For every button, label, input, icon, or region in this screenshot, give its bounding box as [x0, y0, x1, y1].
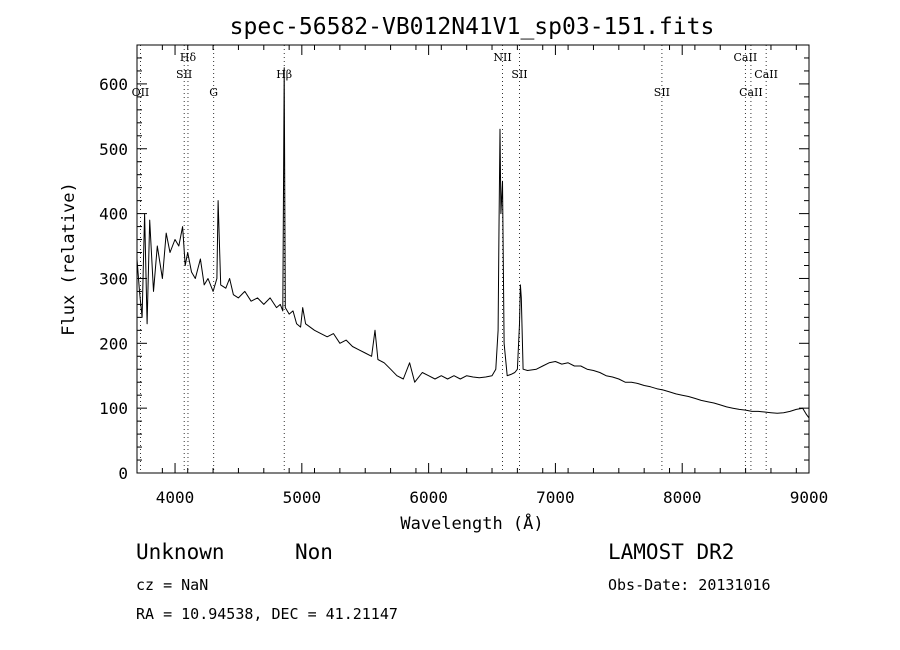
y-tick-label-0: 0 — [118, 464, 128, 483]
line-marker-label-1: Hδ — [180, 51, 197, 64]
y-tick-label-3: 300 — [99, 269, 128, 288]
line-marker-label-6: SII — [511, 68, 527, 81]
x-axis-ticks: 4000 5000 6000 7000 8000 9000 — [136, 45, 829, 507]
line-marker-label-9: CaII — [739, 86, 763, 99]
x-axis-label: Wavelength (Å) — [400, 512, 543, 534]
y-tick-label-5: 500 — [99, 140, 128, 159]
line-marker-label-7: SII — [654, 86, 670, 99]
x-tick-label-2: 6000 — [409, 488, 448, 507]
spectrum-line — [136, 67, 810, 419]
y-axis-ticks: 0 100 200 300 400 500 600 — [99, 57, 809, 483]
x-tick-label-0: 4000 — [156, 488, 195, 507]
y-axis-label: Flux (relative) — [59, 182, 79, 336]
subclass-label: Non — [295, 540, 333, 564]
y-tick-label-6: 600 — [99, 75, 128, 94]
y-tick-label-4: 400 — [99, 205, 128, 224]
x-tick-label-3: 7000 — [536, 488, 575, 507]
y-tick-label-1: 100 — [99, 399, 128, 418]
line-marker-label-10: CaII — [754, 68, 778, 81]
chart-title: spec-56582-VB012N41V1_sp03-151.fits — [230, 14, 715, 40]
line-marker-label-2: SII — [176, 68, 192, 81]
x-tick-label-5: 9000 — [790, 488, 829, 507]
obs-date-label: Obs-Date: 20131016 — [608, 576, 771, 594]
y-tick-label-2: 200 — [99, 334, 128, 353]
coordinates-label: RA = 10.94538, DEC = 41.21147 — [136, 605, 398, 623]
survey-label: LAMOST DR2 — [608, 540, 735, 564]
line-marker-label-3: G — [209, 86, 218, 99]
redshift-label: cz = NaN — [136, 576, 209, 594]
line-marker-label-8: CaII — [734, 51, 758, 64]
class-label: Unknown — [136, 540, 225, 564]
x-tick-label-4: 8000 — [663, 488, 702, 507]
line-marker-label-5: NII — [493, 51, 511, 64]
plot-frame — [136, 44, 810, 474]
x-tick-label-1: 5000 — [283, 488, 322, 507]
line-marker-label-0: OII — [132, 86, 150, 99]
